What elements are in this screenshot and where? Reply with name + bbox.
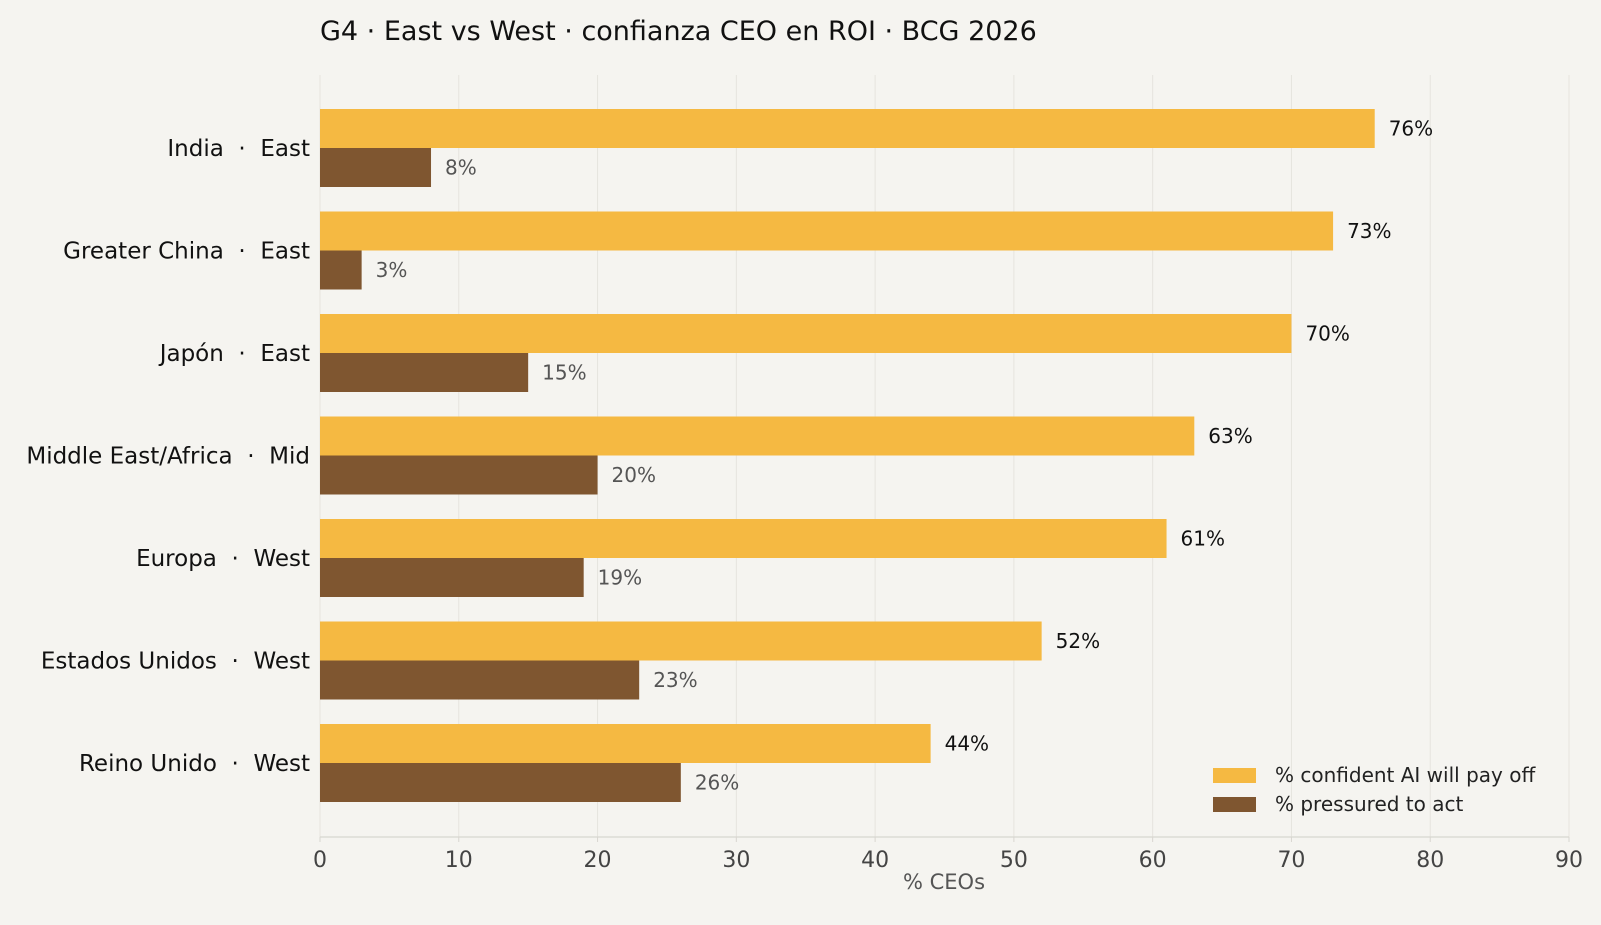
x-axis-label: % CEOs: [903, 870, 985, 894]
chart-title: G4 · East vs West · confianza CEO en ROI…: [320, 16, 1037, 47]
data-label: 8%: [445, 156, 477, 180]
legend-label: % confident AI will pay off: [1275, 763, 1536, 787]
bar-confident: [320, 416, 1195, 456]
category-label: Middle East/Africa · Mid: [26, 444, 310, 470]
bar-pressured: [320, 148, 432, 187]
data-label: 23%: [653, 668, 697, 692]
bar-confident: [320, 519, 1167, 558]
category-label: Reino Unido · West: [79, 751, 310, 777]
x-tick-label: 40: [861, 848, 889, 873]
data-label: 26%: [695, 771, 739, 795]
bar-confident: [320, 724, 931, 763]
category-label: Europa · West: [136, 546, 310, 572]
data-label: 61%: [1181, 527, 1225, 551]
bar-confident: [320, 621, 1042, 661]
bar-confident: [320, 314, 1292, 353]
data-label: 44%: [945, 732, 989, 756]
bar-pressured: [320, 763, 681, 802]
category-label: Greater China · East: [63, 239, 310, 265]
x-axis: 0 10 20 30 40 50 60 70 80 90: [313, 836, 1583, 873]
x-tick-label: 70: [1277, 848, 1305, 873]
data-label: 70%: [1305, 322, 1349, 346]
category-labels: India · East Greater China · East Japón · …: [26, 136, 310, 777]
x-tick-label: 0: [313, 848, 327, 873]
legend-swatch: [1213, 768, 1256, 783]
bar-pressured: [320, 353, 529, 392]
x-tick-label: 60: [1139, 848, 1167, 873]
bar-confident: [320, 109, 1375, 148]
legend-swatch: [1213, 797, 1256, 812]
bar-confident: [320, 211, 1334, 251]
bar-pressured: [320, 455, 598, 495]
data-label: 63%: [1208, 424, 1252, 448]
x-tick-label: 10: [445, 848, 473, 873]
data-label: 20%: [612, 463, 656, 487]
x-tick-label: 90: [1555, 848, 1583, 873]
gridlines: [319, 75, 1570, 837]
data-label: 15%: [542, 361, 586, 385]
x-tick-label: 50: [1000, 848, 1028, 873]
data-label: 52%: [1056, 629, 1100, 653]
bar-pressured: [320, 558, 584, 597]
category-label: India · East: [167, 136, 310, 162]
x-tick-label: 80: [1416, 848, 1444, 873]
data-label: 3%: [376, 258, 408, 282]
category-label: Estados Unidos · West: [41, 649, 310, 675]
bar-pressured: [320, 250, 362, 290]
data-label: 76%: [1389, 117, 1433, 141]
data-labels: 76% 8% 73% 3% 70% 15% 63% 20% 61% 19% 52% 23% 44% 26%: [376, 117, 1434, 795]
bar-pressured: [320, 660, 640, 700]
category-label: Japón · East: [158, 341, 310, 367]
x-tick-label: 30: [722, 848, 750, 873]
bars: [320, 109, 1375, 802]
x-tick-label: 20: [584, 848, 612, 873]
legend: % confident AI will pay off % pressured t…: [1213, 763, 1536, 816]
data-label: 73%: [1347, 219, 1391, 243]
legend-label: % pressured to act: [1275, 792, 1463, 816]
data-label: 19%: [598, 566, 642, 590]
